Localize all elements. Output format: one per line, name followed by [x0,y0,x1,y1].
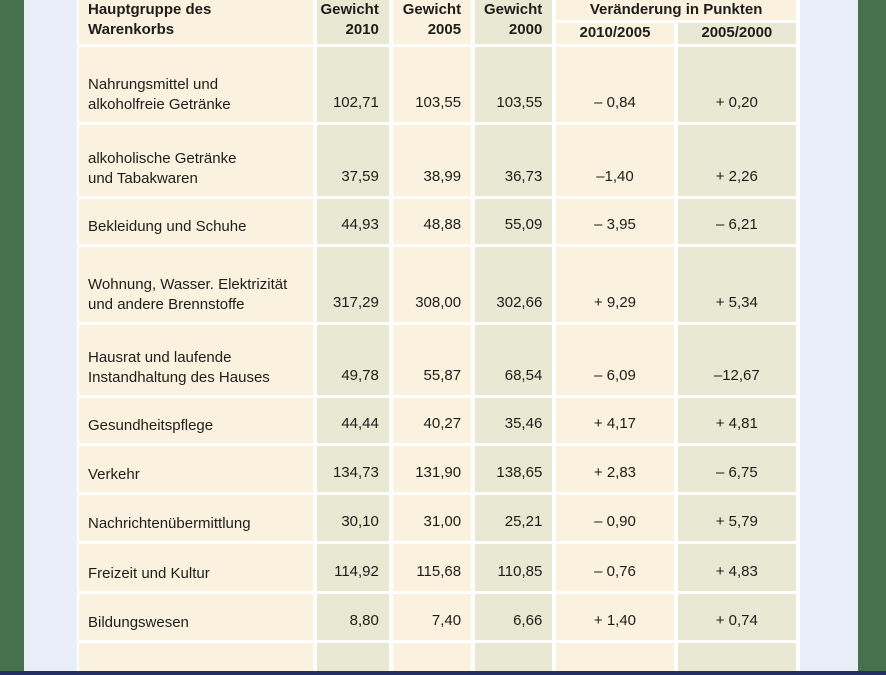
weight-2000-value: 138,65 [475,446,553,492]
row-label: Nahrungsmittel und alkoholfreie Getränke [79,47,313,122]
weight-2005-value: 55,87 [392,325,472,395]
change-2005-2000-value: –12,67 [677,325,796,395]
weight-2010-value: 317,29 [316,247,389,322]
row-label: Bekleidung und Schuhe [79,199,313,244]
change-2010-2005-value: + 1,40 [556,594,674,640]
change-2010-2005-value: + 4,17 [556,398,674,443]
statistics-table-container: Hauptgruppe des Warenkorbs Gewicht 2010 … [77,0,800,675]
table-row: Wohnung, Wasser. Elektrizität und andere… [79,247,796,322]
table-row: Nachrichtenübermittlung 30,10 31,00 25,2… [79,495,796,541]
weight-2005-value: 43,99 [392,643,472,675]
table-header-row-1: Hauptgruppe des Warenkorbs Gewicht 2010 … [79,0,796,44]
weight-2000-value: 110,85 [475,544,553,591]
weight-2005-value: 40,27 [392,398,472,443]
weight-2005-value: 115,68 [392,544,472,591]
weight-2000-value: 35,46 [475,398,553,443]
weight-2005-value: 31,00 [392,495,472,541]
header-change-group: Veränderung in Punkten [556,0,796,20]
weight-2000-value: 36,73 [475,125,553,196]
left-green-border [0,0,24,675]
change-2005-2000-value: – 6,21 [677,199,796,244]
weight-2005-value: 103,55 [392,47,472,122]
change-2010-2005-value: + 2,83 [556,446,674,492]
row-label: Bildungswesen [79,594,313,640]
weight-2010-value: 44,93 [316,199,389,244]
change-2010-2005-value: –1,40 [556,125,674,196]
weight-2000-value: 25,21 [475,495,553,541]
weight-2000-value: 6,66 [475,594,553,640]
header-gewicht-2010: Gewicht 2010 [316,0,389,44]
change-2010-2005-value: – 6,09 [556,325,674,395]
change-2005-2000-value: -2,58 [677,643,796,675]
weight-2000-value: 46,57 [475,643,553,675]
row-label: Freizeit und Kultur [79,544,313,591]
weight-2005-value: 38,99 [392,125,472,196]
table-row: Bildungswesen 8,80 7,40 6,66 + 1,40 + 0,… [79,594,796,640]
weight-2010-value: 114,92 [316,544,389,591]
change-2010-2005-value: – 3,95 [556,199,674,244]
right-green-border [858,0,886,675]
weight-2005-value: 131,90 [392,446,472,492]
table-row: Bekleidung und Schuhe 44,93 48,88 55,09 … [79,199,796,244]
table-row: Freizeit und Kultur 114,92 115,68 110,85… [79,544,796,591]
table-row: Hotels, Cafés uns Restaurants 44,67 43,9… [79,643,796,675]
weight-2000-value: 55,09 [475,199,553,244]
row-label: Hausrat und laufende Instandhaltung des … [79,325,313,395]
table-row: Verkehr 134,73 131,90 138,65 + 2,83 – 6,… [79,446,796,492]
weight-2000-value: 302,66 [475,247,553,322]
change-2005-2000-value: + 0,74 [677,594,796,640]
change-2005-2000-value: + 0,20 [677,47,796,122]
change-2010-2005-value: + 9,29 [556,247,674,322]
weight-2010-value: 102,71 [316,47,389,122]
header-gewicht-2000: Gewicht 2000 [475,0,553,44]
weight-2005-value: 308,00 [392,247,472,322]
header-change-2010-2005: 2010/2005 [556,23,674,44]
table-row: Hausrat und laufende Instandhaltung des … [79,325,796,395]
row-label: Gesundheitspflege [79,398,313,443]
table-header-row-2: 2010/2005 2005/2000 [79,23,796,44]
header-category: Hauptgruppe des Warenkorbs [79,0,313,44]
weight-2010-value: 134,73 [316,446,389,492]
header-gewicht-2005: Gewicht 2005 [392,0,472,44]
weight-2010-value: 8,80 [316,594,389,640]
change-2010-2005-value: – 0,84 [556,47,674,122]
weight-2005-value: 7,40 [392,594,472,640]
header-change-2005-2000: 2005/2000 [677,23,796,44]
change-2005-2000-value: + 4,83 [677,544,796,591]
change-2005-2000-value: + 4,81 [677,398,796,443]
change-2010-2005-value: – 0,90 [556,495,674,541]
table-row: Nahrungsmittel und alkoholfreie Getränke… [79,47,796,122]
weight-2010-value: 44,44 [316,398,389,443]
warenkorb-weights-table: Hauptgruppe des Warenkorbs Gewicht 2010 … [77,0,800,675]
right-margin-strip [800,0,858,675]
change-2005-2000-value: – 6,75 [677,446,796,492]
row-label: Nachrichtenübermittlung [79,495,313,541]
change-2005-2000-value: + 5,34 [677,247,796,322]
weight-2000-value: 68,54 [475,325,553,395]
row-label: Verkehr [79,446,313,492]
table-row: alkoholische Getränke und Tabakwaren 37,… [79,125,796,196]
row-label: Wohnung, Wasser. Elektrizität und andere… [79,247,313,322]
weight-2010-value: 44,67 [316,643,389,675]
weight-2010-value: 49,78 [316,325,389,395]
bottom-navy-rule [0,671,886,675]
row-label: alkoholische Getränke und Tabakwaren [79,125,313,196]
weight-2010-value: 37,59 [316,125,389,196]
weight-2005-value: 48,88 [392,199,472,244]
table-row: Gesundheitspflege 44,44 40,27 35,46 + 4,… [79,398,796,443]
weight-2000-value: 103,55 [475,47,553,122]
weight-2010-value: 30,10 [316,495,389,541]
change-2010-2005-value: – 0,76 [556,544,674,591]
change-2005-2000-value: + 2,26 [677,125,796,196]
change-2005-2000-value: + 5,79 [677,495,796,541]
left-margin-strip [24,0,77,675]
change-2010-2005-value: + 0,68 [556,643,674,675]
